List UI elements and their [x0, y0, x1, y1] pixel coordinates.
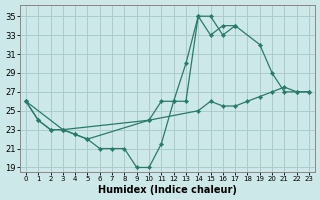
- X-axis label: Humidex (Indice chaleur): Humidex (Indice chaleur): [98, 185, 237, 195]
